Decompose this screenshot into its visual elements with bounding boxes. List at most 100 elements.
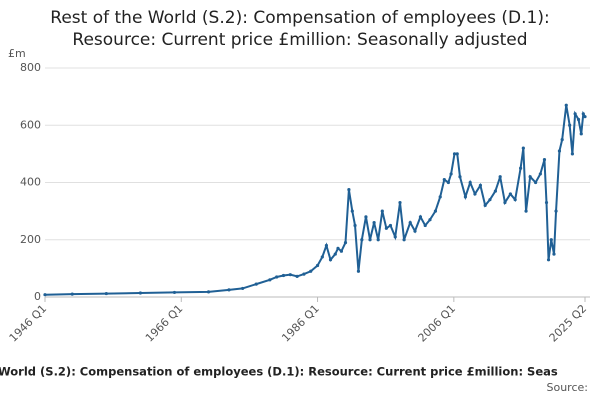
point: [503, 200, 507, 205]
y-tick-label: 800: [20, 61, 41, 74]
point: [442, 178, 446, 182]
point: [564, 103, 568, 107]
y-tick-label: 200: [20, 233, 41, 246]
y-axis-label: £m: [8, 47, 26, 60]
y-tick-label: 600: [20, 118, 41, 131]
point: [356, 269, 361, 273]
point: [368, 238, 372, 242]
point: [449, 172, 453, 176]
x-tick-label: 1946 Q1: [7, 302, 50, 345]
point: [538, 172, 542, 176]
point: [468, 180, 472, 185]
point: [241, 286, 245, 291]
source: Source:: [547, 381, 589, 394]
point: [336, 246, 340, 250]
point: [528, 175, 532, 179]
point: [546, 258, 551, 262]
point: [295, 274, 299, 278]
point: [452, 152, 457, 156]
point: [398, 200, 402, 205]
point: [446, 180, 450, 185]
point: [350, 209, 354, 213]
point: [478, 183, 483, 187]
x-tick-label: 1986 Q1: [279, 302, 322, 345]
point: [70, 292, 74, 296]
point: [343, 241, 348, 245]
point: [552, 252, 556, 256]
point: [542, 158, 547, 162]
point: [554, 209, 558, 213]
point: [524, 209, 528, 213]
point: [568, 123, 572, 127]
chart-title: Resource: Current price £million: Season…: [72, 30, 527, 50]
point: [549, 238, 553, 242]
point: [493, 189, 497, 193]
point: [288, 273, 292, 277]
point: [433, 209, 438, 213]
point: [309, 269, 313, 273]
point: [458, 175, 462, 179]
point: [423, 223, 427, 228]
point: [360, 238, 364, 242]
point: [324, 243, 329, 248]
point: [138, 291, 142, 295]
point: [533, 180, 538, 185]
point: [339, 249, 344, 253]
x-tick-label: 2006 Q1: [416, 302, 459, 345]
point: [581, 112, 585, 116]
point: [372, 220, 376, 225]
point: [104, 291, 108, 296]
point: [508, 192, 512, 196]
y-tick-label: 0: [34, 290, 41, 303]
point: [573, 112, 577, 116]
point: [254, 282, 258, 286]
point: [43, 293, 47, 297]
point: [473, 192, 477, 196]
point: [388, 223, 393, 228]
point: [418, 215, 423, 219]
x-tick-label: 1966 Q1: [143, 302, 186, 345]
y-tick-label: 400: [20, 176, 41, 189]
point: [408, 220, 412, 225]
point: [268, 278, 272, 282]
point: [206, 290, 211, 294]
point: [384, 226, 388, 230]
point: [328, 258, 333, 262]
point: [583, 115, 587, 119]
footer: World (S.2): Compensation of employees (…: [0, 365, 558, 379]
point: [353, 223, 357, 228]
line: [44, 105, 586, 296]
point: [376, 238, 380, 242]
point: [413, 229, 417, 233]
point: [557, 149, 562, 153]
point: [483, 203, 487, 207]
point: [275, 275, 279, 279]
point: [428, 218, 432, 222]
point: [364, 215, 368, 219]
point: [544, 200, 549, 205]
point: [302, 272, 306, 276]
point: [513, 198, 517, 202]
point: [576, 117, 581, 122]
point: [315, 263, 320, 268]
point: [570, 152, 574, 156]
chart-title: Rest of the World (S.2): Compensation of…: [50, 8, 549, 28]
point: [347, 188, 351, 192]
point: [438, 195, 442, 199]
point: [579, 132, 583, 136]
point: [281, 273, 286, 278]
point: [227, 288, 231, 292]
point: [380, 209, 384, 213]
point: [402, 238, 406, 242]
point: [488, 198, 492, 202]
point: [320, 255, 324, 259]
point: [463, 195, 468, 199]
point: [172, 290, 177, 295]
point: [393, 235, 397, 239]
point: [560, 137, 564, 142]
point: [521, 146, 525, 150]
point: [333, 252, 337, 256]
point: [498, 175, 502, 179]
point: [519, 166, 523, 170]
